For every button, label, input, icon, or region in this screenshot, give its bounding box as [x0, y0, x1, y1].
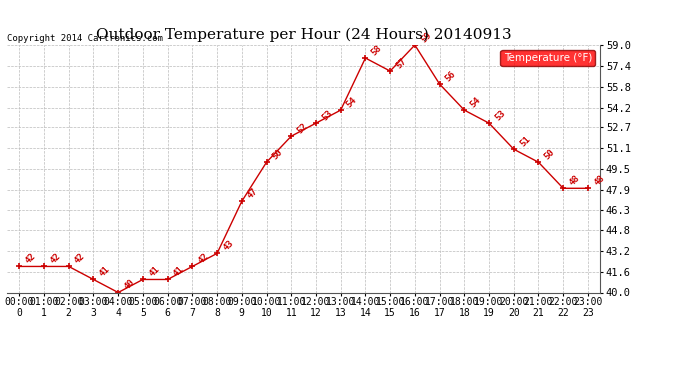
Text: 53: 53 [320, 108, 334, 122]
Text: 53: 53 [493, 108, 507, 122]
Text: 43: 43 [221, 238, 235, 253]
Text: 51: 51 [518, 135, 532, 148]
Text: 54: 54 [345, 95, 359, 109]
Text: Copyright 2014 Cartronics.com: Copyright 2014 Cartronics.com [7, 33, 163, 42]
Text: 42: 42 [73, 252, 87, 266]
Text: 42: 42 [48, 252, 62, 266]
Text: 41: 41 [172, 265, 186, 279]
Text: 52: 52 [295, 122, 309, 135]
Text: 58: 58 [370, 43, 384, 57]
Text: 50: 50 [542, 147, 557, 162]
Text: 42: 42 [23, 252, 37, 266]
Text: 59: 59 [419, 30, 433, 44]
Text: 48: 48 [567, 174, 582, 188]
Text: 57: 57 [394, 56, 408, 70]
Text: 48: 48 [592, 174, 606, 188]
Text: 41: 41 [97, 265, 112, 279]
Text: 40: 40 [122, 278, 137, 292]
Legend: Temperature (°F): Temperature (°F) [500, 50, 595, 66]
Title: Outdoor Temperature per Hour (24 Hours) 20140913: Outdoor Temperature per Hour (24 Hours) … [96, 28, 511, 42]
Text: 50: 50 [270, 147, 285, 162]
Text: 47: 47 [246, 187, 260, 201]
Text: 54: 54 [469, 95, 482, 109]
Text: 42: 42 [197, 252, 210, 266]
Text: 41: 41 [147, 265, 161, 279]
Text: 56: 56 [444, 69, 457, 83]
